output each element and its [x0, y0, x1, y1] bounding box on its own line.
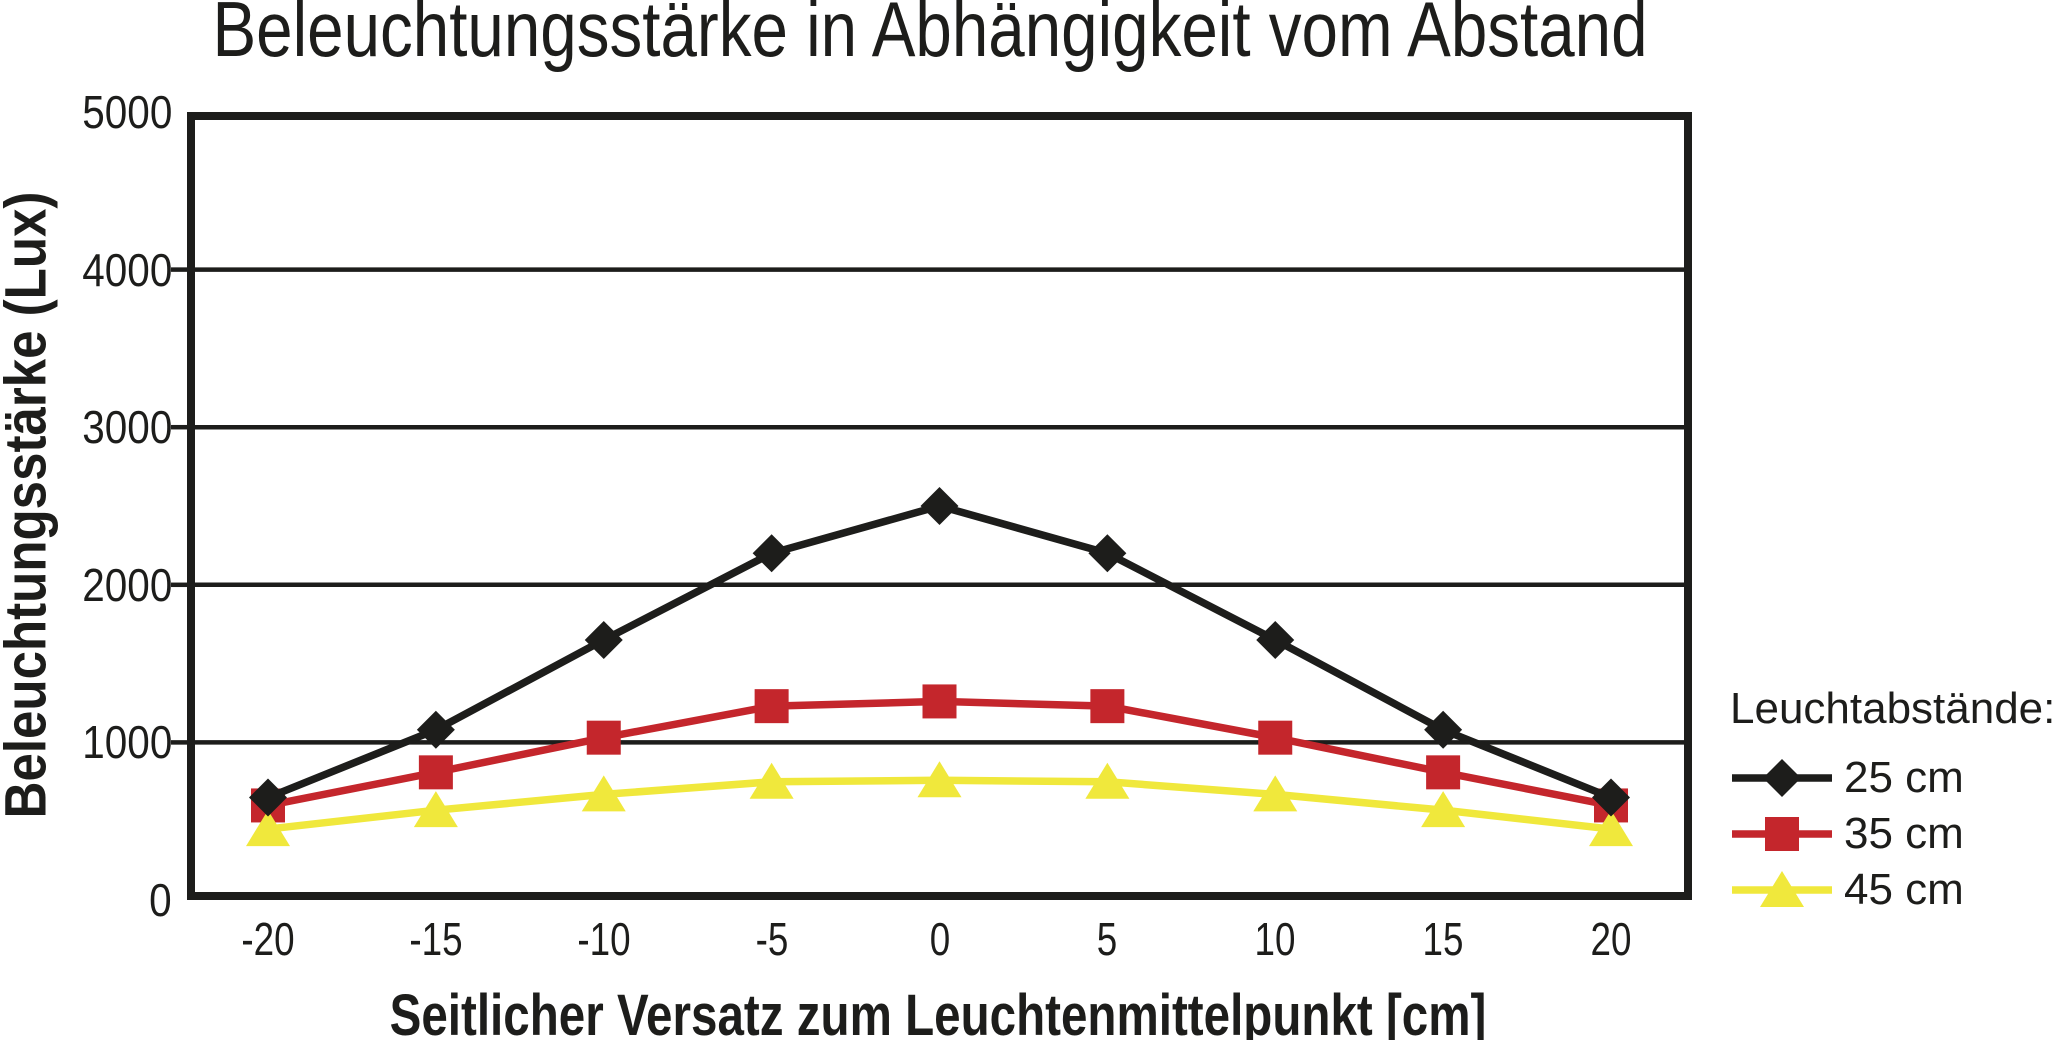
- square-marker: [1426, 755, 1461, 790]
- x-tick-label: -15: [403, 914, 469, 965]
- x-tick-label-text: -10: [577, 913, 631, 965]
- chart-title: Beleuchtungsstärke in Abhängigkeit vom A…: [76, 0, 1784, 68]
- y-tick-label-text: 1000: [81, 716, 172, 769]
- y-tick-label-text: 0: [149, 874, 172, 926]
- x-tick-label: 5: [1095, 914, 1121, 965]
- x-tick-label-text: 20: [1590, 913, 1632, 965]
- y-tick-label-text: 5000: [81, 86, 172, 138]
- legend-item-25-cm: 25 cm: [1730, 750, 2055, 806]
- triangle-marker: [1085, 762, 1130, 799]
- y-tick-label: 0: [146, 877, 172, 923]
- series-35-cm: [251, 684, 1628, 823]
- legend-marker-sample: [1732, 871, 1832, 907]
- y-tick-label-text: 3000: [81, 401, 172, 454]
- square-marker: [754, 689, 789, 724]
- series-45-cm: [246, 761, 1633, 847]
- diamond-marker: [584, 620, 623, 659]
- legend-items: 25 cm 35 cm 45 cm: [1730, 750, 2055, 918]
- square-marker: [586, 720, 621, 755]
- x-tick-label-text: 0: [929, 913, 950, 965]
- triangle-marker: [1760, 871, 1804, 907]
- y-tick-label: 5000: [70, 89, 172, 135]
- y-tick-label: 2000: [70, 562, 172, 608]
- square-marker: [1090, 689, 1125, 724]
- legend-label: 25 cm: [1844, 753, 1964, 802]
- legend-marker-sample: [1732, 759, 1832, 797]
- diamond-marker: [1256, 620, 1295, 659]
- diamond-marker: [920, 487, 959, 525]
- triangle-marker: [917, 761, 962, 798]
- x-axis-label: Seitlicher Versatz zum Leuchtenmittelpun…: [269, 982, 1607, 1040]
- legend-title: Leuchtabstände:: [1730, 684, 2056, 733]
- triangle-marker: [413, 791, 458, 828]
- diamond-marker: [1763, 759, 1801, 797]
- triangle-marker: [749, 762, 794, 799]
- x-axis-label-text: Seitlicher Versatz zum Leuchtenmittelpun…: [389, 983, 1487, 1040]
- series-line: [266, 502, 1613, 802]
- legend-marker-sample: [1732, 817, 1832, 851]
- square-marker: [922, 684, 957, 719]
- diamond-marker: [249, 778, 287, 817]
- x-tick-label-text: -5: [755, 913, 788, 965]
- diamond-marker: [416, 710, 455, 749]
- legend-item-45-cm: 45 cm: [1730, 862, 2055, 918]
- x-tick-label-text: 5: [1097, 913, 1118, 965]
- legend-item-35-cm: 35 cm: [1730, 806, 2055, 862]
- y-tick-label-text: 2000: [81, 558, 172, 611]
- y-tick-label: 4000: [70, 247, 172, 293]
- x-tick-label: 0: [927, 914, 953, 965]
- y-tick-label: 1000: [70, 719, 172, 765]
- x-tick-label: 10: [1250, 914, 1301, 965]
- x-tick-label: -20: [235, 914, 301, 965]
- y-tick-label-text: 4000: [81, 243, 172, 296]
- square-marker: [418, 755, 453, 790]
- x-tick-label-text: -20: [241, 913, 295, 965]
- triangle-marker: [581, 775, 626, 812]
- legend-label: 45 cm: [1844, 865, 1964, 914]
- plot-border: [187, 112, 1692, 900]
- diamond-marker: [752, 534, 791, 573]
- legend-label: 35 cm: [1844, 809, 1964, 858]
- diamond-marker: [1088, 534, 1127, 573]
- y-tick-label: 3000: [70, 404, 172, 450]
- x-tick-label: -10: [571, 914, 637, 965]
- chart-title-text: Beleuchtungsstärke in Abhängigkeit vom A…: [212, 0, 1648, 73]
- legend: Leuchtabstände: 25 cm 35 cm 45 cm: [1730, 684, 2055, 918]
- diamond-marker: [1424, 710, 1463, 749]
- x-tick-label: 15: [1418, 914, 1469, 965]
- square-marker: [1258, 720, 1293, 755]
- x-tick-label-text: -15: [409, 913, 463, 965]
- x-tick-label-text: 15: [1422, 913, 1464, 965]
- triangle-marker: [1421, 791, 1466, 828]
- triangle-marker: [246, 810, 290, 847]
- triangle-marker: [1253, 775, 1298, 812]
- triangle-marker: [1589, 810, 1633, 847]
- square-marker: [1765, 817, 1799, 851]
- diamond-marker: [1592, 778, 1630, 817]
- x-tick-label: -5: [751, 914, 792, 965]
- series-25-cm: [249, 487, 1630, 817]
- x-tick-label-text: 10: [1254, 913, 1296, 965]
- x-tick-label: 20: [1585, 914, 1636, 965]
